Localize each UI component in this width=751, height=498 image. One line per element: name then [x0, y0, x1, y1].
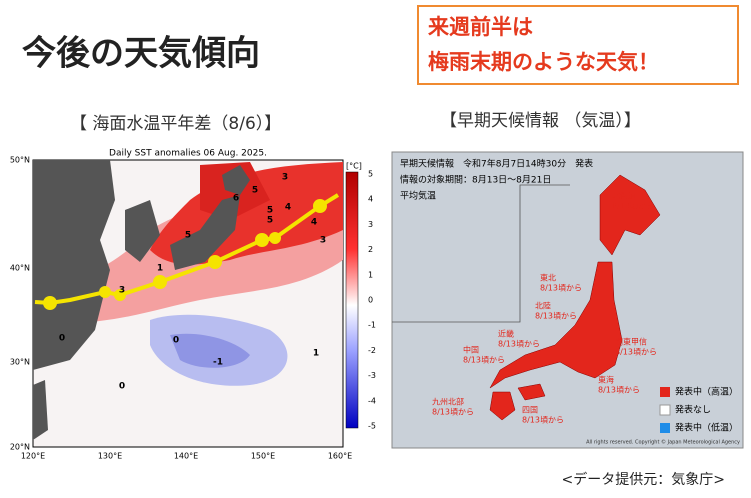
callout-box: [417, 5, 739, 85]
lat-label: 50°N: [10, 156, 30, 165]
colorbar-tick: -3: [368, 371, 376, 380]
lon-label: 140°E: [174, 452, 198, 461]
region-date: 8/13頃から: [522, 416, 564, 425]
lat-label: 40°N: [10, 264, 30, 273]
colorbar-tick: -4: [368, 396, 376, 405]
region-name: 九州北部: [432, 397, 464, 407]
lat-label: 20°N: [10, 443, 30, 452]
lon-label: 160°E: [328, 452, 352, 461]
map-title: Daily SST anomalies 06 Aug. 2025.: [109, 149, 267, 159]
lon-label: 120°E: [21, 452, 45, 461]
left-heading: 【 海面水温平年差（8/6）】: [70, 114, 281, 134]
colorbar-tick: 1: [368, 270, 373, 279]
legend-label: 発表中（高温）: [675, 386, 738, 398]
lon-label: 130°E: [98, 452, 122, 461]
contour-label: 4: [311, 218, 317, 228]
region-date: 8/13頃から: [463, 356, 505, 365]
contour-label: 5: [267, 216, 273, 226]
contour-label: 1: [157, 264, 163, 274]
contour-label: 0: [173, 336, 179, 346]
callout-line: 来週前半は: [428, 15, 533, 39]
right-heading: 【早期天候情報 （気温）】: [440, 111, 641, 131]
region-name: 四国: [522, 406, 538, 415]
contour-label: 5: [252, 186, 258, 196]
contour-label: 5: [267, 206, 273, 216]
region-date: 8/13頃から: [535, 312, 577, 321]
sst-map: 3 5 6 5 4 5 3 5 4 3 1 0 0 -1 1 0 Daily S…: [10, 149, 352, 461]
info-line: 情報の対象期間：8月13日～8月21日: [400, 174, 551, 186]
lat-label: 30°N: [10, 358, 30, 367]
info-line: 平均気温: [400, 190, 436, 202]
forecast-map: 早期天候情報 令和7年8月7日14時30分 発表 情報の対象期間：8月13日～8…: [391, 151, 744, 449]
region-name: 近畿: [498, 329, 514, 339]
colorbar-tick: 3: [368, 220, 373, 229]
title: 今後の天気傾向: [22, 34, 260, 74]
contour-label: 4: [285, 203, 291, 213]
copyright: All rights reserved. Copyright © Japan M…: [586, 439, 740, 446]
contour-label: 6: [233, 194, 239, 204]
colorbar-tick: -1: [368, 321, 376, 330]
region-name: 東北: [540, 273, 556, 283]
legend-label: 発表なし: [675, 404, 711, 416]
colorbar-tick: -5: [368, 422, 376, 431]
colorbar-tick: 0: [368, 296, 373, 305]
contour-label: -1: [213, 358, 223, 368]
colorbar-tick: -2: [368, 346, 376, 355]
colorbar-tick: 5: [368, 170, 373, 179]
lon-label: 150°E: [251, 452, 275, 461]
region-name: 東海: [598, 375, 614, 385]
contour-label: 3: [320, 236, 326, 246]
contour-label: 5: [185, 231, 191, 241]
contour-label: 0: [59, 334, 65, 344]
colorbar-unit: [°C]: [346, 162, 362, 171]
contour-label: 0: [119, 382, 125, 392]
region-name: 中国: [463, 345, 479, 355]
colorbar-tick: 2: [368, 245, 373, 254]
legend-label: 発表中（低温）: [675, 422, 738, 434]
region-date: 8/13頃から: [612, 202, 654, 211]
region-date: 8/13頃から: [432, 408, 474, 417]
colorbar-tick: 4: [368, 195, 373, 204]
info-line: 早期天候情報 令和7年8月7日14時30分 発表: [400, 158, 593, 170]
contour-label: 3: [282, 173, 288, 183]
region-name: 関東甲信: [615, 337, 647, 347]
region-name: 北海道: [612, 191, 636, 201]
region-name: 北陸: [535, 301, 551, 311]
colorbar: [°C] 5 4 3 2 1 0 -1 -2 -3 -4 -5: [345, 162, 376, 431]
footer: <データ提供元：気象庁>: [562, 471, 725, 488]
contour-label: 3: [119, 286, 125, 296]
region-date: 8/13頃から: [498, 340, 540, 349]
region-date: 8/13頃から: [598, 386, 640, 395]
contour-label: 1: [313, 349, 319, 359]
callout-line: 梅雨末期のような天気！: [428, 50, 659, 74]
region-date: 8/13頃から: [615, 348, 657, 357]
region-date: 8/13頃から: [540, 284, 582, 293]
